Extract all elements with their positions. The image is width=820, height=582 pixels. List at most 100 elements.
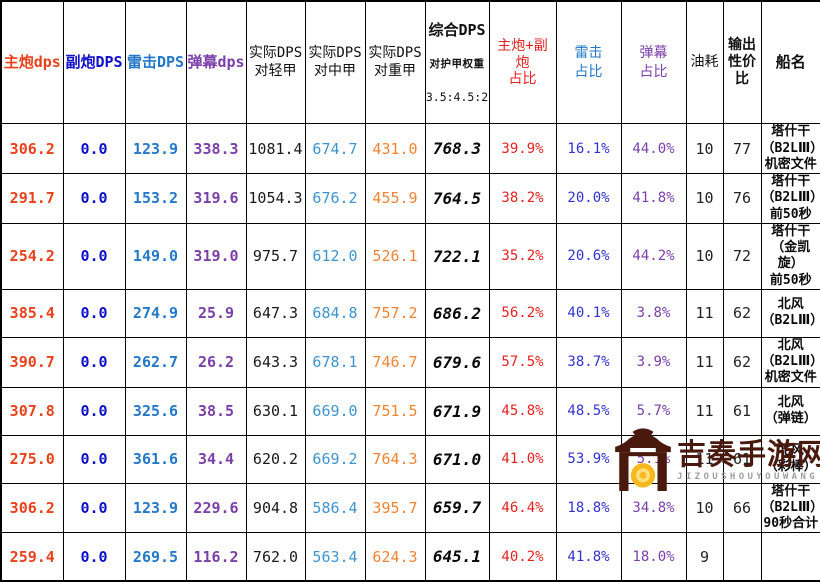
cell-secondary-dps: 0.0: [62, 288, 126, 338]
cell-combined-dps: 645.1: [424, 532, 490, 582]
cell-fuel: 9: [685, 532, 724, 582]
cell-torpedo-dps: 153.2: [124, 173, 187, 224]
cell-dps-vs-heavy: 751.5: [364, 386, 426, 436]
col-header-dps-vs-light: 实际DPS 对轻甲: [245, 0, 306, 125]
col-header-barrage-dps: 弹幕dps: [185, 0, 247, 125]
combined-dps-weights: 3.5:4.5:2: [425, 90, 489, 105]
table-row: 254.2 0.0 149.0 319.0 975.7 612.0 526.1 …: [0, 222, 820, 290]
cell-main-secondary-pct: 46.4%: [488, 482, 557, 534]
cell-dps-vs-light: 904.8: [245, 482, 306, 534]
cell-dps-vs-medium: 669.2: [304, 434, 366, 484]
cell-efficiency: 62: [722, 336, 762, 388]
cell-barrage-pct: 3.9%: [620, 336, 687, 388]
cell-main-secondary-pct: 35.2%: [488, 222, 557, 290]
cell-efficiency: 72: [722, 222, 762, 290]
cell-efficiency: 61: [722, 434, 762, 484]
col-header-secondary-dps: 副炮DPS: [62, 0, 126, 125]
cell-dps-vs-heavy: 431.0: [364, 123, 426, 174]
cell-dps-vs-light: 975.7: [245, 222, 306, 290]
cell-main-dps: 275.0: [0, 434, 64, 484]
cell-main-secondary-pct: 45.8%: [488, 386, 557, 436]
col-header-dps-vs-medium: 实际DPS 对中甲: [304, 0, 366, 125]
cell-secondary-dps: 0.0: [62, 173, 126, 224]
cell-torpedo-pct: 20.6%: [555, 222, 622, 290]
cell-main-secondary-pct: 41.0%: [488, 434, 557, 484]
cell-efficiency: 77: [722, 123, 762, 174]
cell-main-dps: 259.4: [0, 532, 64, 582]
cell-barrage-dps: 25.9: [185, 288, 247, 338]
cell-fuel: 11: [685, 336, 724, 388]
cell-ship-name: 塔什干 （金凯旋） 前50秒: [760, 222, 820, 290]
cell-barrage-dps: 319.0: [185, 222, 247, 290]
cell-barrage-dps: 229.6: [185, 482, 247, 534]
cell-fuel: 10: [685, 482, 724, 534]
cell-dps-vs-medium: 612.0: [304, 222, 366, 290]
cell-torpedo-pct: 38.7%: [555, 336, 622, 388]
cell-dps-vs-medium: 678.1: [304, 336, 366, 388]
cell-main-dps: 306.2: [0, 482, 64, 534]
cell-torpedo-pct: 41.8%: [555, 532, 622, 582]
cell-barrage-pct: 5.1%: [620, 434, 687, 484]
cell-torpedo-pct: 53.9%: [555, 434, 622, 484]
cell-ship-name: 北风 （彩棒）: [760, 434, 820, 484]
cell-main-dps: 385.4: [0, 288, 64, 338]
col-header-ship-name: 船名: [760, 0, 820, 125]
cell-torpedo-pct: 20.0%: [555, 173, 622, 224]
cell-barrage-dps: 116.2: [185, 532, 247, 582]
cell-torpedo-dps: 123.9: [124, 123, 187, 174]
col-header-torpedo-pct: 雷击 占比: [555, 0, 622, 125]
cell-main-dps: 307.8: [0, 386, 64, 436]
cell-dps-vs-light: 647.3: [245, 288, 306, 338]
cell-dps-vs-medium: 674.7: [304, 123, 366, 174]
col-header-efficiency: 输出 性价 比: [722, 0, 762, 125]
cell-torpedo-dps: 262.7: [124, 336, 187, 388]
cell-fuel: 11: [685, 434, 724, 484]
cell-ship-name: 塔什干 （B2LⅢ） 机密文件: [760, 123, 820, 174]
cell-combined-dps: 671.9: [424, 386, 490, 436]
cell-dps-vs-light: 1054.3: [245, 173, 306, 224]
cell-dps-vs-heavy: 746.7: [364, 336, 426, 388]
cell-dps-vs-heavy: 764.3: [364, 434, 426, 484]
cell-main-dps: 291.7: [0, 173, 64, 224]
cell-barrage-pct: 34.8%: [620, 482, 687, 534]
cell-efficiency: 66: [722, 482, 762, 534]
cell-dps-vs-light: 643.3: [245, 336, 306, 388]
col-header-main-secondary-pct: 主炮+副 炮 占比: [488, 0, 557, 125]
col-header-torpedo-dps: 雷击DPS: [124, 0, 187, 125]
cell-main-secondary-pct: 56.2%: [488, 288, 557, 338]
cell-main-dps: 254.2: [0, 222, 64, 290]
cell-secondary-dps: 0.0: [62, 336, 126, 388]
cell-dps-vs-medium: 669.0: [304, 386, 366, 436]
cell-ship-name: 北风 （B2LⅢ）: [760, 288, 820, 338]
cell-barrage-pct: 18.0%: [620, 532, 687, 582]
cell-ship-name: 北风 （B2LⅢ） 机密文件: [760, 336, 820, 388]
cell-secondary-dps: 0.0: [62, 386, 126, 436]
cell-dps-vs-medium: 676.2: [304, 173, 366, 224]
cell-main-secondary-pct: 40.2%: [488, 532, 557, 582]
cell-torpedo-pct: 16.1%: [555, 123, 622, 174]
cell-barrage-pct: 44.2%: [620, 222, 687, 290]
cell-dps-vs-heavy: 757.2: [364, 288, 426, 338]
cell-dps-vs-light: 1081.4: [245, 123, 306, 174]
cell-torpedo-dps: 149.0: [124, 222, 187, 290]
cell-secondary-dps: 0.0: [62, 222, 126, 290]
cell-main-secondary-pct: 39.9%: [488, 123, 557, 174]
cell-fuel: 11: [685, 386, 724, 436]
cell-torpedo-pct: 48.5%: [555, 386, 622, 436]
cell-fuel: 11: [685, 288, 724, 338]
cell-barrage-dps: 38.5: [185, 386, 247, 436]
table-row: 307.8 0.0 325.6 38.5 630.1 669.0 751.5 6…: [0, 386, 820, 436]
cell-fuel: 10: [685, 222, 724, 290]
table-row: 385.4 0.0 274.9 25.9 647.3 684.8 757.2 6…: [0, 288, 820, 338]
combined-dps-subtitle: 对护甲权重: [429, 58, 485, 71]
cell-main-secondary-pct: 38.2%: [488, 173, 557, 224]
cell-dps-vs-medium: 563.4: [304, 532, 366, 582]
cell-main-dps: 306.2: [0, 123, 64, 174]
cell-efficiency: 62: [722, 288, 762, 338]
cell-barrage-pct: 5.7%: [620, 386, 687, 436]
cell-torpedo-dps: 325.6: [124, 386, 187, 436]
cell-barrage-dps: 319.6: [185, 173, 247, 224]
cell-barrage-dps: 34.4: [185, 434, 247, 484]
cell-torpedo-dps: 269.5: [124, 532, 187, 582]
